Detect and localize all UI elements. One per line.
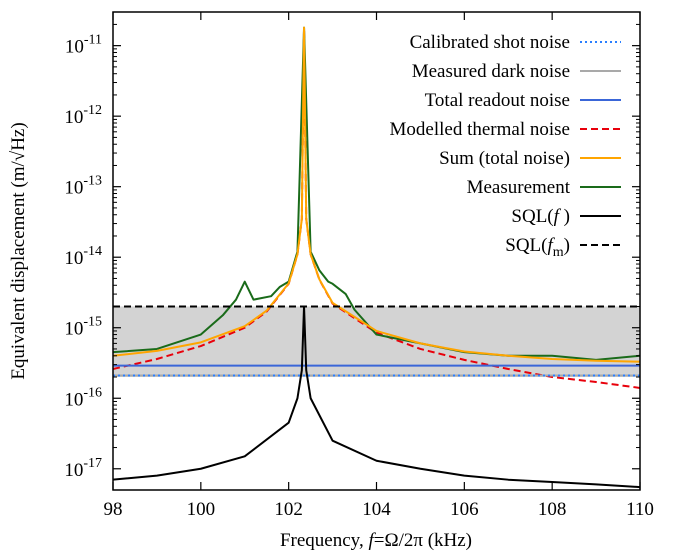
- y-tick-label: 10-15: [64, 315, 102, 340]
- y-tick-label: 10-11: [65, 33, 102, 58]
- legend-label-calibrated-shot-noise: Calibrated shot noise: [410, 32, 570, 53]
- legend: Calibrated shot noise Measured dark noise…: [390, 32, 621, 260]
- legend-label-sql-f-m: SQL(fm): [505, 235, 570, 260]
- y-axis-label: Equivalent displacement (m/√Hz): [8, 122, 29, 379]
- legend-label-sum-total-noise: Sum (total noise): [439, 148, 570, 169]
- series-sum-total-noise: [113, 26, 640, 363]
- legend-label-measurement: Measurement: [467, 177, 571, 198]
- x-tick-label: 98: [104, 499, 123, 520]
- x-tick-label: 104: [362, 499, 391, 520]
- legend-label-total-readout-noise: Total readout noise: [425, 90, 570, 111]
- series-sql-f: [113, 305, 640, 489]
- y-tick-label: 10-13: [64, 174, 102, 199]
- legend-label-sql-f: SQL(f ): [511, 206, 570, 227]
- x-axis-label: Frequency, f=Ω/2π (kHz): [280, 530, 472, 551]
- x-tick-label: 106: [450, 499, 479, 520]
- x-tick-label: 108: [538, 499, 567, 520]
- y-tick-label: 10-17: [64, 456, 102, 481]
- plot-background: [113, 12, 640, 490]
- plot-area: [113, 26, 640, 489]
- x-axis: 98 100 102 104 106 108 110: [104, 12, 654, 520]
- y-tick-label: 10-12: [64, 103, 102, 128]
- y-axis: 10-17 10-16 10-15 10-14 10-13 10-12 10-11: [64, 11, 640, 481]
- y-tick-label: 10-14: [64, 244, 102, 269]
- x-tick-label: 100: [187, 499, 216, 520]
- x-tick-label: 102: [274, 499, 303, 520]
- legend-label-measured-dark-noise: Measured dark noise: [412, 61, 570, 82]
- y-tick-label: 10-16: [64, 385, 102, 410]
- legend-label-modelled-thermal-noise: Modelled thermal noise: [390, 119, 570, 140]
- x-tick-label: 110: [626, 499, 654, 520]
